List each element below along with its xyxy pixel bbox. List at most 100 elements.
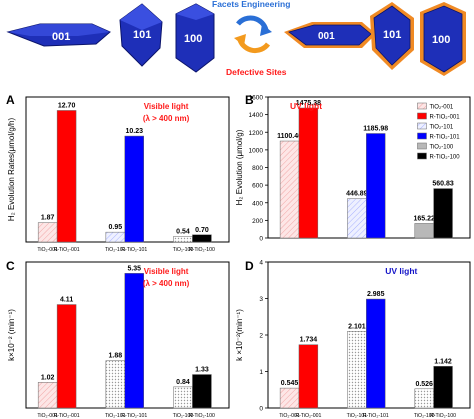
y-tick-label: 4 bbox=[259, 260, 263, 267]
y-tick-label: 0 bbox=[259, 406, 263, 413]
condition-label: UV light bbox=[385, 266, 417, 276]
crystal-label: 101 bbox=[383, 29, 401, 41]
y-tick-label: 1 bbox=[259, 369, 263, 376]
crystal-label: 101 bbox=[133, 29, 151, 41]
panel-b: B H₂ Evolution (μmol/g) 0 200 400 600 800 1000 1… bbox=[235, 93, 471, 243]
bar bbox=[298, 107, 319, 239]
legend-swatch bbox=[417, 142, 427, 150]
y-tick-label: 800 bbox=[252, 165, 263, 172]
panel-letter: A bbox=[6, 93, 15, 107]
facets-engineering-label: Facets Engineering bbox=[212, 0, 290, 9]
crystal-001-defective: 001 bbox=[284, 22, 376, 48]
bar bbox=[124, 135, 144, 243]
data-label: 0.54 bbox=[176, 228, 190, 235]
bar bbox=[298, 344, 319, 409]
bar bbox=[105, 231, 126, 243]
data-label: 446.89 bbox=[346, 191, 368, 198]
data-label: 0.545 bbox=[281, 380, 299, 387]
data-label: 10.23 bbox=[126, 128, 144, 135]
bar bbox=[414, 223, 434, 239]
bar bbox=[366, 298, 386, 409]
y-axis-label: H₂ Evolution (μmol/g) bbox=[235, 129, 244, 205]
y-tick-label: 2 bbox=[259, 333, 263, 340]
bar bbox=[433, 366, 453, 409]
data-label: 1185.98 bbox=[363, 125, 388, 132]
x-tick-label: R-TiO₂-100 bbox=[189, 413, 215, 419]
condition-label: (λ > 400 nm) bbox=[143, 114, 190, 123]
y-tick-label: 3 bbox=[259, 296, 263, 303]
bar bbox=[124, 273, 144, 409]
condition-label: UV light bbox=[290, 101, 322, 111]
y-axis-label: k×10⁻² (min⁻¹) bbox=[7, 309, 16, 361]
y-tick-label: 200 bbox=[252, 218, 263, 225]
data-label: 1.142 bbox=[434, 358, 452, 365]
y-tick-label: 1400 bbox=[249, 112, 264, 119]
data-label: 1475.38 bbox=[296, 100, 321, 107]
x-tick-label: R-TiO₂-101 bbox=[121, 413, 147, 419]
bar bbox=[37, 222, 58, 243]
x-tick-label: R-TiO₂-100 bbox=[430, 413, 456, 419]
legend-label: TiO₂-101 bbox=[429, 125, 453, 131]
bar bbox=[433, 188, 453, 239]
data-label: 2.985 bbox=[367, 291, 385, 298]
data-label: 1.02 bbox=[41, 374, 55, 381]
x-tick-label: TiO₂-100 bbox=[173, 247, 194, 253]
condition-label: (λ > 400 nm) bbox=[143, 279, 190, 288]
legend-swatch bbox=[417, 102, 427, 110]
y-tick-label: 600 bbox=[252, 183, 263, 190]
bar bbox=[414, 388, 434, 409]
crystal-label: 100 bbox=[184, 33, 202, 45]
data-label: 1100.46 bbox=[277, 133, 302, 140]
panel-a: A H₂ Evolution Rates(μmol/g/h) 1.87 TiO₂-00… bbox=[6, 93, 230, 253]
bar bbox=[192, 234, 212, 243]
panel-letter: C bbox=[6, 259, 15, 273]
panel-letter: B bbox=[245, 93, 254, 107]
bar bbox=[173, 236, 193, 243]
crystal-100-pristine: 100 bbox=[175, 3, 215, 73]
panel-c: Ck×10⁻² (min⁻¹) 1.02 TiO₂-001 4.11 R-TiO₂-00… bbox=[6, 259, 230, 419]
data-label: 560.83 bbox=[432, 181, 454, 188]
x-tick-label: TiO₂-001 bbox=[37, 247, 58, 253]
legend-swatch bbox=[417, 122, 427, 130]
y-tick-label: 1000 bbox=[249, 147, 264, 154]
x-tick-label: R-TiO₂-001 bbox=[54, 413, 80, 419]
crystal-label: 001 bbox=[52, 31, 70, 43]
defective-sites-label: Defective Sites bbox=[226, 67, 287, 77]
y-tick-label: 1600 bbox=[249, 95, 264, 102]
legend-label: R-TiO₂-101 bbox=[429, 135, 460, 141]
data-label: 1.88 bbox=[109, 353, 123, 360]
y-tick-label: 1200 bbox=[249, 130, 264, 137]
data-label: 1.33 bbox=[195, 367, 209, 374]
x-tick-label: TiO₂-101 bbox=[105, 247, 126, 253]
x-tick-label: TiO₂-101 bbox=[105, 413, 126, 419]
data-label: 0.84 bbox=[176, 379, 190, 386]
data-label: 12.70 bbox=[58, 102, 76, 109]
legend-label: R-TiO₂-001 bbox=[429, 115, 460, 121]
data-label: 4.11 bbox=[60, 297, 73, 304]
x-tick-label: TiO₂-101 bbox=[347, 413, 368, 419]
crystal-label: 100 bbox=[432, 34, 450, 46]
bar bbox=[347, 198, 367, 239]
legend-swatch bbox=[417, 112, 427, 120]
data-label: 165.22 bbox=[414, 215, 436, 222]
data-label: 1.734 bbox=[300, 337, 318, 344]
bar bbox=[105, 360, 126, 409]
x-tick-label: R-TiO₂-001 bbox=[54, 247, 80, 253]
data-label: 0.526 bbox=[415, 381, 433, 388]
x-tick-label: R-TiO₂-001 bbox=[295, 413, 321, 419]
legend-label: TiO₂-001 bbox=[429, 105, 453, 111]
x-tick-label: R-TiO₂-101 bbox=[363, 413, 389, 419]
x-tick-label: TiO₂-100 bbox=[414, 413, 435, 419]
condition-label: Visible light bbox=[144, 267, 189, 276]
legend-label: TiO₂-100 bbox=[429, 145, 453, 151]
bar bbox=[347, 331, 367, 409]
legend-label: R-TiO₂-100 bbox=[429, 155, 460, 161]
header-illustration: 001 101 100 Facets Engineering Defective… bbox=[6, 0, 466, 77]
bar bbox=[56, 304, 77, 409]
bar bbox=[279, 140, 300, 239]
x-tick-label: R-TiO₂-100 bbox=[189, 247, 215, 253]
bar bbox=[56, 110, 77, 243]
data-label: 2.101 bbox=[348, 323, 366, 330]
data-label: 1.87 bbox=[41, 215, 55, 222]
bar bbox=[37, 382, 58, 409]
